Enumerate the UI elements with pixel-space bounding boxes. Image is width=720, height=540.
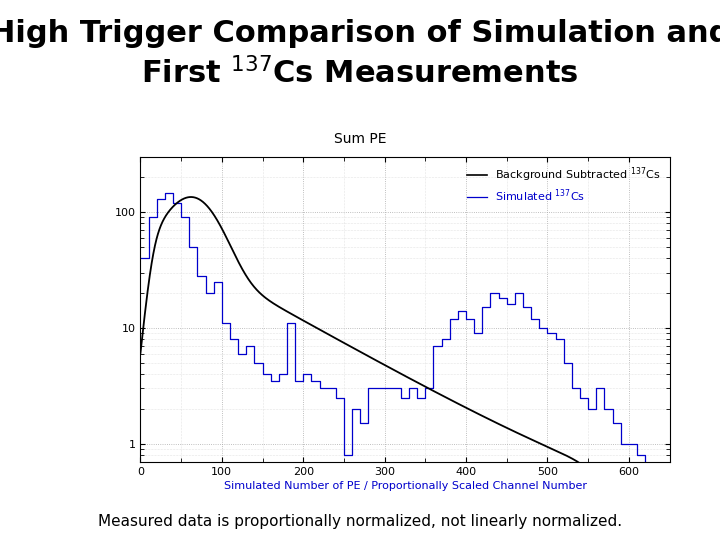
Text: Measured data is proportionally normalized, not linearly normalized.: Measured data is proportionally normaliz… bbox=[98, 514, 622, 529]
X-axis label: Simulated Number of PE / Proportionally Scaled Channel Number: Simulated Number of PE / Proportionally … bbox=[223, 481, 587, 491]
Text: Sum PE: Sum PE bbox=[334, 132, 386, 146]
Legend: Background Subtracted $^{137}$Cs, Simulated $^{137}$Cs: Background Subtracted $^{137}$Cs, Simula… bbox=[463, 162, 664, 207]
Text: High Trigger Comparison of Simulation and: High Trigger Comparison of Simulation an… bbox=[0, 19, 720, 48]
Text: First $^{137}$Cs Measurements: First $^{137}$Cs Measurements bbox=[141, 57, 579, 89]
